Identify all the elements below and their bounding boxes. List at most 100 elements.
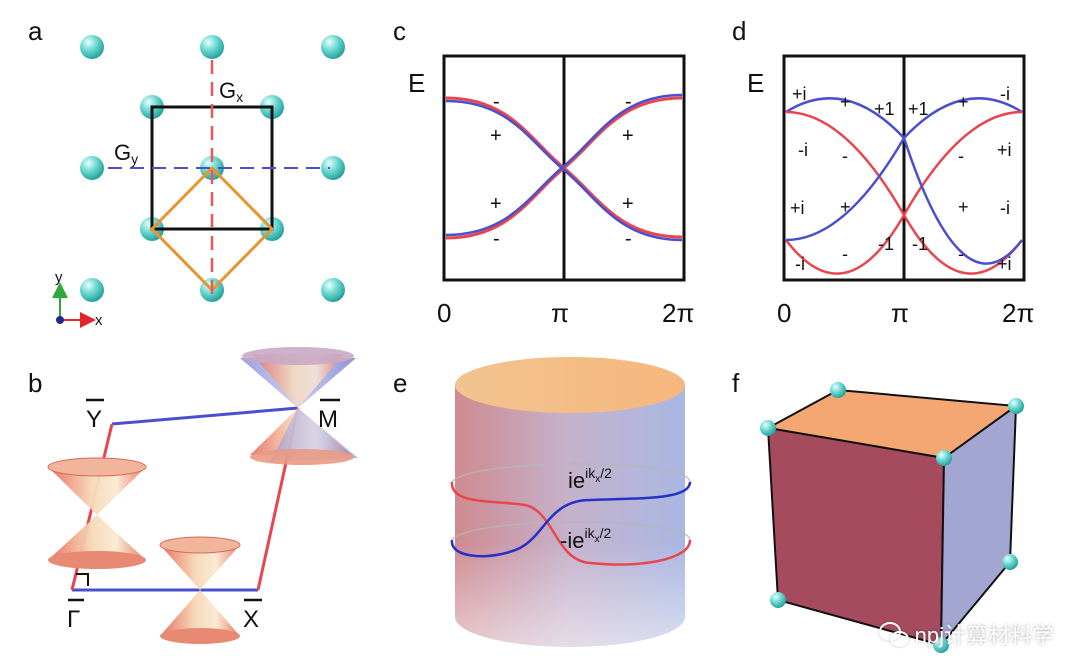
panel-label-c: c — [393, 16, 406, 46]
svg-text:+i: +i — [997, 254, 1012, 274]
svg-text:0: 0 — [777, 298, 791, 328]
svg-text:2π: 2π — [1002, 298, 1034, 328]
svg-text:M: M — [318, 406, 338, 433]
band-d-red-up — [902, 110, 1023, 216]
atom — [933, 637, 949, 653]
svg-text:-: - — [842, 244, 848, 264]
bz-edge-top — [111, 406, 299, 426]
panel-label-b: b — [28, 368, 42, 398]
svg-text:+1: +1 — [908, 99, 929, 119]
cylinder-top — [455, 357, 685, 413]
svg-text:-i: -i — [1000, 84, 1010, 104]
axis-x-label: x — [95, 312, 103, 329]
watermark-text: npj计算材料学 — [914, 623, 1054, 648]
svg-text:+i: +i — [792, 84, 807, 104]
panel-b: b — [28, 347, 358, 644]
svg-text:-: - — [842, 146, 848, 166]
svg-text:-: - — [625, 228, 632, 250]
svg-text:+: + — [490, 193, 502, 215]
svg-text:+1: +1 — [874, 99, 895, 119]
atom — [936, 450, 952, 466]
svg-text:+: + — [840, 92, 851, 112]
loop-back-lower — [451, 521, 691, 541]
strand-red-front — [450, 481, 692, 566]
panel-label-a: a — [28, 16, 43, 46]
loop-back-upper — [451, 463, 691, 483]
panel-f: f — [732, 368, 1024, 653]
atom — [80, 35, 104, 59]
svg-text:π: π — [551, 298, 569, 328]
cube-atoms — [760, 382, 1024, 653]
svg-text:0: 0 — [437, 298, 451, 328]
atom — [80, 156, 104, 180]
atom — [321, 35, 345, 59]
strand-blue-front — [450, 481, 692, 558]
atom — [321, 278, 345, 302]
svg-text:X: X — [243, 606, 259, 633]
svg-text:+: + — [958, 197, 969, 217]
energy-label-c: E — [408, 68, 425, 98]
svg-text:-1: -1 — [912, 234, 928, 254]
right-angle-mark — [76, 573, 89, 586]
panel-label-d: d — [732, 16, 746, 46]
panel-d: d E +i + +1 +1 + -i -i - - +i +i + + -i … — [732, 16, 1034, 328]
atom — [1002, 554, 1018, 570]
axis-y-label: y — [55, 269, 63, 286]
band-d-blue-cross — [785, 134, 1023, 265]
cube-front-face — [766, 426, 946, 647]
panel-c: c E - + - + + - + - 0 π 2π — [393, 16, 694, 328]
svg-text:2π: 2π — [662, 298, 694, 328]
wechat-icon — [878, 622, 909, 647]
band-c-red-2 — [445, 96, 683, 240]
parity-signs-c: - + - + + - + - — [490, 91, 634, 250]
label-gamma-point: Γ — [67, 598, 84, 633]
atom — [830, 382, 846, 398]
band-c-blue-1 — [445, 99, 683, 242]
panel-label-e: e — [393, 368, 407, 398]
svg-text:-: - — [625, 91, 632, 113]
band-d-red-bottom-left — [785, 214, 906, 275]
atom — [770, 592, 786, 608]
atom — [760, 420, 776, 436]
svg-text:-: - — [493, 91, 500, 113]
svg-text:-i: -i — [1000, 198, 1010, 218]
panel-a: a Gx Gy y x — [28, 16, 345, 329]
x-ticks-c: 0 π 2π — [437, 298, 694, 328]
svg-text:+: + — [490, 125, 502, 147]
svg-text:-: - — [958, 146, 964, 166]
lower-eigenvalue-label: -ieikx/2 — [560, 525, 611, 553]
svg-text:-1: -1 — [878, 234, 894, 254]
svg-text:+: + — [840, 197, 851, 217]
atom — [321, 156, 345, 180]
dirac-cone-left — [47, 457, 147, 569]
watermark: npj计算材料学 — [878, 618, 1054, 650]
atom — [80, 278, 104, 302]
gx-label: Gx — [219, 78, 243, 105]
band-c-blue-2 — [445, 93, 683, 237]
upper-eigenvalue-label: ieikx/2 — [568, 465, 612, 493]
atom — [1008, 398, 1024, 414]
x-ticks-d: 0 π 2π — [777, 298, 1034, 328]
svg-text:-: - — [493, 228, 500, 250]
svg-text:-: - — [958, 244, 964, 264]
svg-text:-i: -i — [798, 140, 808, 160]
eigenvalue-labels-d: +i + +1 +1 + -i -i - - +i +i + + -i -i -… — [790, 84, 1012, 274]
cube — [764, 388, 1019, 648]
atom — [200, 35, 224, 59]
dirac-cone-x — [159, 536, 241, 644]
svg-text:+: + — [958, 92, 969, 112]
label-y-point: Y — [86, 398, 104, 433]
dirac-cone-m — [240, 347, 358, 465]
label-m-point: M — [318, 398, 340, 433]
gy-label: Gy — [114, 140, 138, 167]
svg-text:+: + — [622, 193, 634, 215]
energy-label-d: E — [747, 68, 764, 98]
svg-text:-i: -i — [795, 254, 805, 274]
origin-dot — [56, 316, 64, 324]
svg-text:+: + — [622, 125, 634, 147]
panel-e: e ieikx/2 -ieikx/2 — [393, 357, 692, 647]
label-x-point: X — [243, 598, 262, 633]
svg-text:+i: +i — [997, 140, 1012, 160]
svg-text:Γ: Γ — [67, 606, 80, 633]
svg-text:π: π — [891, 298, 909, 328]
